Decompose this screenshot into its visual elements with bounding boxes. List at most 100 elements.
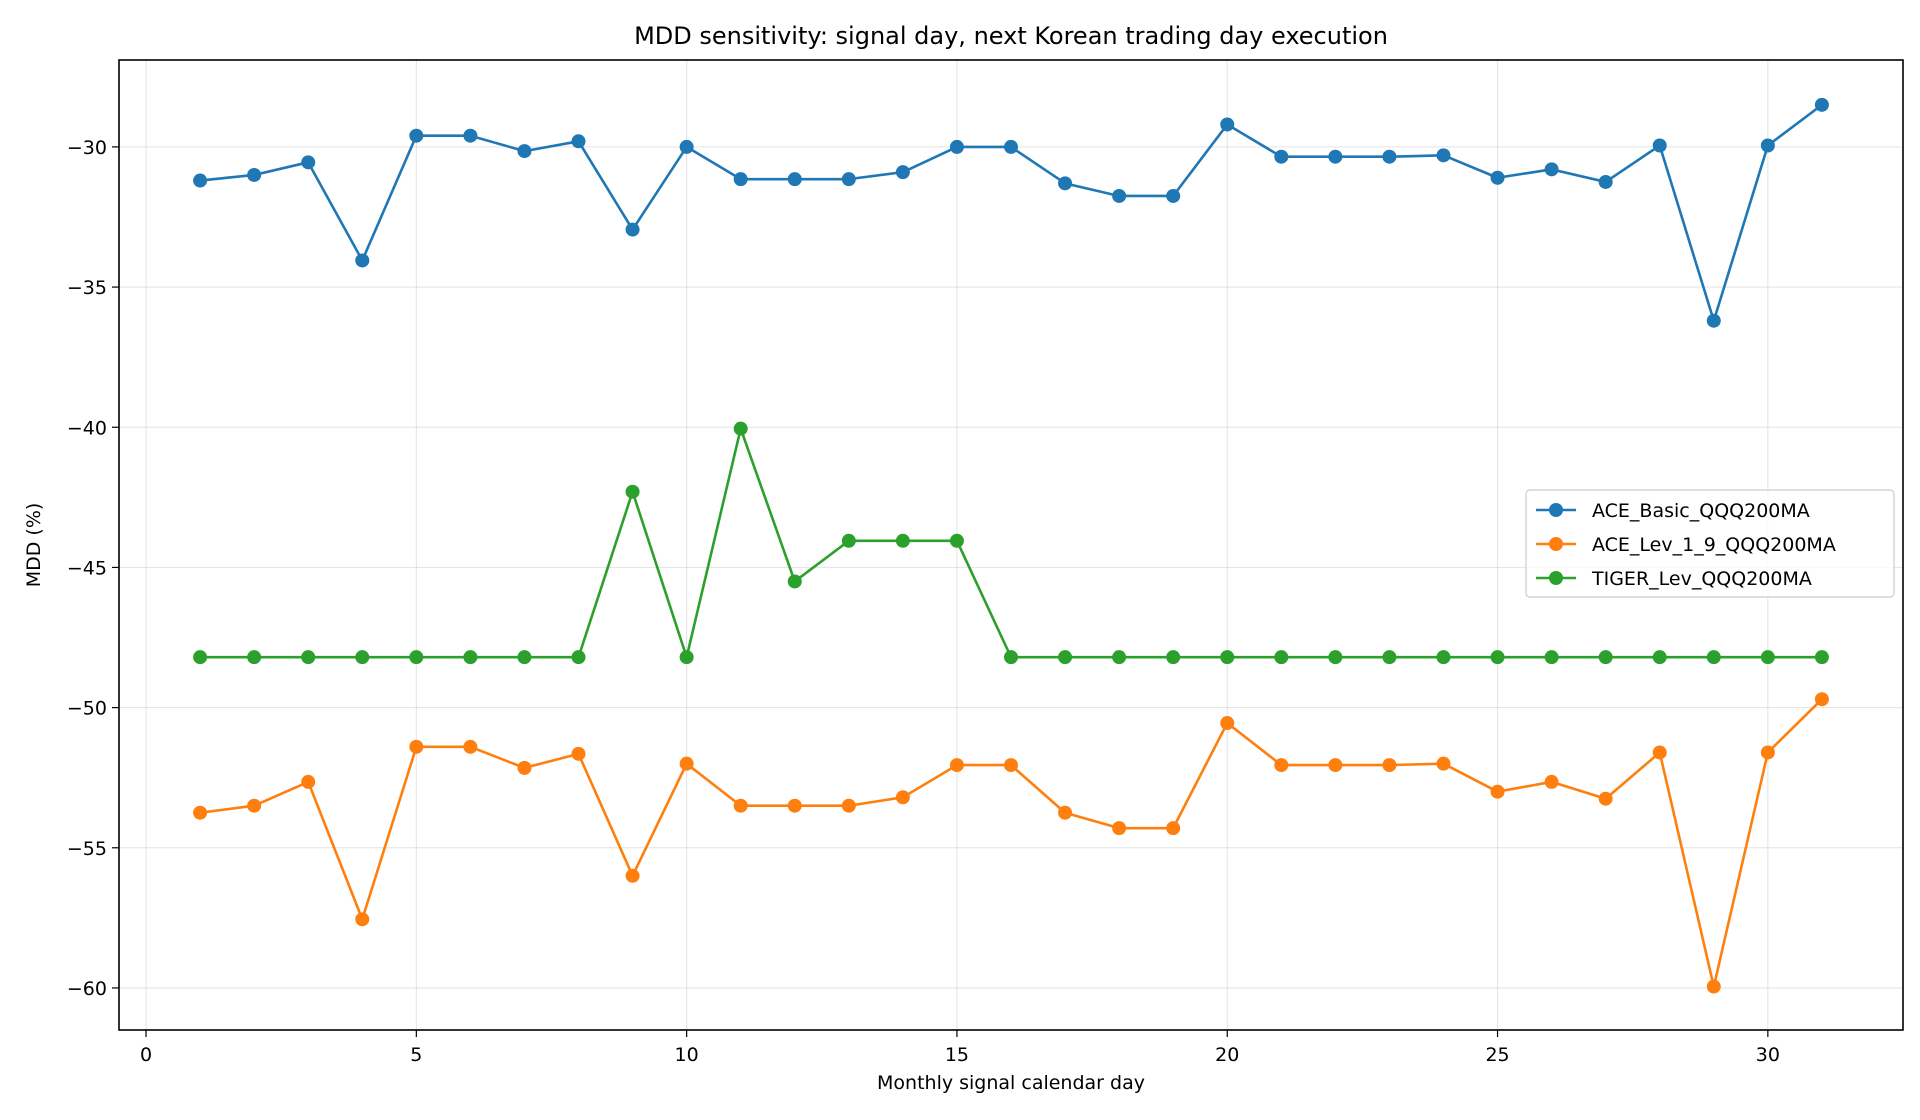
legend-marker <box>1549 503 1563 517</box>
ticks-layer: 0 5 10 15 20 25 30 −60 −55 −50 −45 −40 −35 −30 <box>67 137 1780 1066</box>
data-point <box>949 758 964 773</box>
data-point <box>1058 176 1073 191</box>
legend-marker <box>1549 537 1563 551</box>
data-point <box>355 650 370 665</box>
data-point <box>1760 138 1775 153</box>
series-ACE_Basic_QQQ200MA <box>193 97 1829 328</box>
legend-label: ACE_Basic_QQQ200MA <box>1592 500 1810 522</box>
data-point <box>949 139 964 154</box>
x-tick-label: 20 <box>1215 1044 1239 1066</box>
data-point <box>517 760 532 775</box>
data-point <box>1328 650 1343 665</box>
data-point <box>247 798 262 813</box>
data-point <box>1706 313 1721 328</box>
data-point <box>1382 650 1397 665</box>
legend-item: ACE_Lev_1_9_QQQ200MA <box>1536 534 1836 556</box>
data-point <box>355 912 370 927</box>
data-point <box>1220 650 1235 665</box>
data-point <box>841 172 856 187</box>
data-point <box>193 650 208 665</box>
data-point <box>1220 716 1235 731</box>
data-point <box>1274 758 1289 773</box>
x-tick-label: 5 <box>410 1044 422 1066</box>
data-point <box>1112 188 1127 203</box>
x-tick-label: 10 <box>675 1044 699 1066</box>
data-point <box>1004 139 1018 154</box>
data-point <box>1004 650 1018 665</box>
data-point <box>1058 650 1073 665</box>
y-tick-label: −50 <box>67 698 107 720</box>
data-point <box>409 739 424 754</box>
series-layer <box>193 97 1829 994</box>
data-point <box>1382 758 1397 773</box>
data-point <box>1598 650 1613 665</box>
data-point <box>1058 805 1073 820</box>
legend-label: ACE_Lev_1_9_QQQ200MA <box>1592 534 1836 556</box>
data-point <box>1706 650 1721 665</box>
data-point <box>1328 758 1343 773</box>
data-point <box>301 650 316 665</box>
data-point <box>247 650 262 665</box>
data-point <box>571 650 586 665</box>
x-tick-label: 30 <box>1756 1044 1780 1066</box>
data-point <box>733 172 748 187</box>
data-point <box>895 790 910 805</box>
chart-legend: ACE_Basic_QQQ200MA ACE_Lev_1_9_QQQ200MA TI… <box>1525 489 1895 598</box>
data-point <box>841 533 856 548</box>
data-point <box>787 574 802 589</box>
x-tick-label: 15 <box>945 1044 969 1066</box>
x-axis-label: Monthly signal calendar day <box>877 1072 1145 1094</box>
data-point <box>1544 162 1559 177</box>
data-point <box>1328 149 1343 164</box>
data-point <box>787 172 802 187</box>
x-tick-label: 0 <box>140 1044 152 1066</box>
y-tick-label: −40 <box>67 417 107 439</box>
data-point <box>571 746 586 761</box>
y-tick-label: −60 <box>67 978 107 1000</box>
data-point <box>1652 650 1667 665</box>
y-tick-label: −55 <box>67 838 107 860</box>
series-ACE_Lev_1_9_QQQ200MA <box>193 692 1829 994</box>
data-point <box>625 222 640 237</box>
data-point <box>409 128 424 143</box>
data-point <box>1382 149 1397 164</box>
y-tick-label: −45 <box>67 557 107 579</box>
data-point <box>1490 650 1505 665</box>
data-point <box>1544 774 1559 789</box>
data-point <box>463 650 478 665</box>
data-point <box>517 144 532 159</box>
y-tick-label: −30 <box>67 137 107 159</box>
data-point <box>301 155 316 170</box>
data-point <box>1814 650 1829 665</box>
data-point <box>1598 791 1613 806</box>
data-point <box>1166 188 1181 203</box>
data-point <box>1652 745 1667 760</box>
data-point <box>1490 784 1505 799</box>
data-point <box>1220 117 1235 132</box>
data-point <box>193 173 208 188</box>
data-point <box>625 484 640 499</box>
data-point <box>1166 821 1181 836</box>
legend-label: TIGER_Lev_QQQ200MA <box>1591 568 1812 590</box>
data-point <box>679 650 694 665</box>
y-tick-label: −35 <box>67 277 107 299</box>
data-point <box>895 533 910 548</box>
data-point <box>1544 650 1559 665</box>
data-point <box>949 533 964 548</box>
chart-title: MDD sensitivity: signal day, next Korean… <box>634 22 1388 50</box>
series-TIGER_Lev_QQQ200MA <box>193 421 1829 665</box>
data-point <box>517 650 532 665</box>
data-point <box>1760 650 1775 665</box>
data-point <box>1814 97 1829 112</box>
data-point <box>247 167 262 182</box>
data-point <box>463 739 478 754</box>
data-point <box>1490 170 1505 185</box>
data-point <box>463 128 478 143</box>
data-point <box>1652 138 1667 153</box>
data-point <box>1760 745 1775 760</box>
data-point <box>355 253 370 268</box>
data-point <box>1112 821 1127 836</box>
data-point <box>1436 650 1451 665</box>
data-point <box>571 134 586 149</box>
